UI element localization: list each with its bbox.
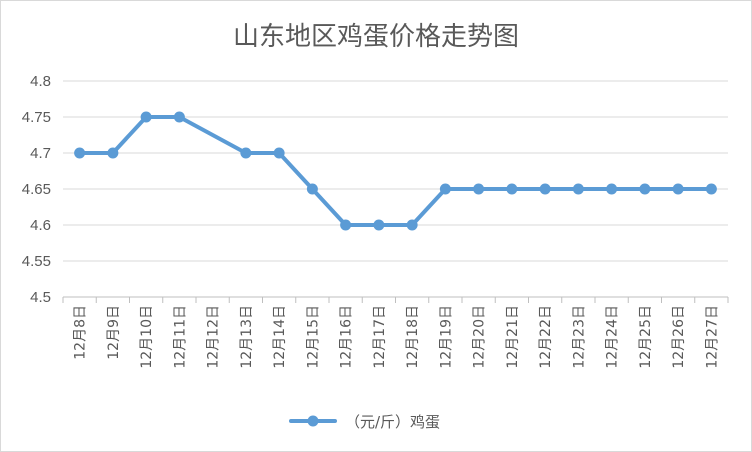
x-axis-ticks: 12月8日 12月9日 12月10日 12月11日 12月12日 12月13日 12月14日… bbox=[62, 297, 729, 369]
y-tick-label: 4.75 bbox=[22, 109, 51, 126]
data-point bbox=[539, 183, 551, 195]
x-tick-label: 12月13日 bbox=[239, 305, 255, 369]
data-point bbox=[473, 183, 485, 195]
data-point bbox=[406, 219, 418, 231]
x-tick-label: 12月27日 bbox=[704, 305, 720, 369]
chart-title: 山东地区鸡蛋价格走势图 bbox=[233, 22, 519, 52]
x-tick-label: 12月26日 bbox=[671, 305, 687, 369]
legend-point-marker bbox=[307, 415, 319, 427]
data-point bbox=[273, 147, 285, 159]
y-tick-label: 4.55 bbox=[22, 253, 51, 270]
y-tick-label: 4.8 bbox=[30, 73, 51, 90]
legend-label: （元/斤）鸡蛋 bbox=[345, 413, 440, 431]
x-tick-label: 12月18日 bbox=[405, 305, 421, 369]
y-tick-label: 4.6 bbox=[30, 217, 51, 234]
data-point bbox=[506, 183, 518, 195]
series-line bbox=[77, 115, 714, 227]
data-point bbox=[173, 111, 185, 123]
data-point bbox=[373, 219, 385, 231]
data-point bbox=[672, 183, 684, 195]
data-point bbox=[74, 147, 86, 159]
x-tick-label: 12月20日 bbox=[472, 305, 488, 369]
x-tick-label: 12月9日 bbox=[106, 305, 122, 360]
data-point bbox=[606, 183, 618, 195]
x-tick-label: 12月24日 bbox=[605, 305, 621, 369]
x-tick-label: 12月11日 bbox=[172, 305, 188, 369]
x-tick-label: 12月17日 bbox=[372, 305, 388, 369]
data-point bbox=[107, 147, 119, 159]
data-point bbox=[639, 183, 651, 195]
x-tick-label: 12月25日 bbox=[638, 305, 654, 369]
y-tick-label: 4.5 bbox=[30, 289, 51, 306]
x-tick-label: 12月22日 bbox=[538, 305, 554, 369]
x-tick-label: 12月16日 bbox=[339, 305, 355, 369]
data-point bbox=[140, 111, 152, 123]
series-layer bbox=[74, 111, 717, 231]
x-tick-label: 12月8日 bbox=[73, 305, 89, 360]
data-point bbox=[240, 147, 252, 159]
data-point bbox=[705, 183, 717, 195]
x-tick-label: 12月10日 bbox=[139, 305, 155, 369]
data-point bbox=[306, 183, 318, 195]
x-tick-label: 12月19日 bbox=[438, 305, 454, 369]
y-tick-label: 4.65 bbox=[22, 181, 51, 198]
y-axis-ticks: 4.5 4.55 4.6 4.65 4.7 4.75 4.8 bbox=[22, 73, 51, 306]
legend: （元/斤）鸡蛋 bbox=[289, 413, 440, 431]
data-point bbox=[439, 183, 451, 195]
x-tick-label: 12月23日 bbox=[571, 305, 587, 369]
x-tick-label: 12月21日 bbox=[505, 305, 521, 369]
x-tick-label: 12月15日 bbox=[305, 305, 321, 369]
x-tick-label: 12月12日 bbox=[206, 305, 222, 369]
x-tick-label: 12月14日 bbox=[272, 305, 288, 369]
data-point bbox=[340, 219, 352, 231]
y-tick-label: 4.7 bbox=[30, 145, 51, 162]
data-point bbox=[572, 183, 584, 195]
